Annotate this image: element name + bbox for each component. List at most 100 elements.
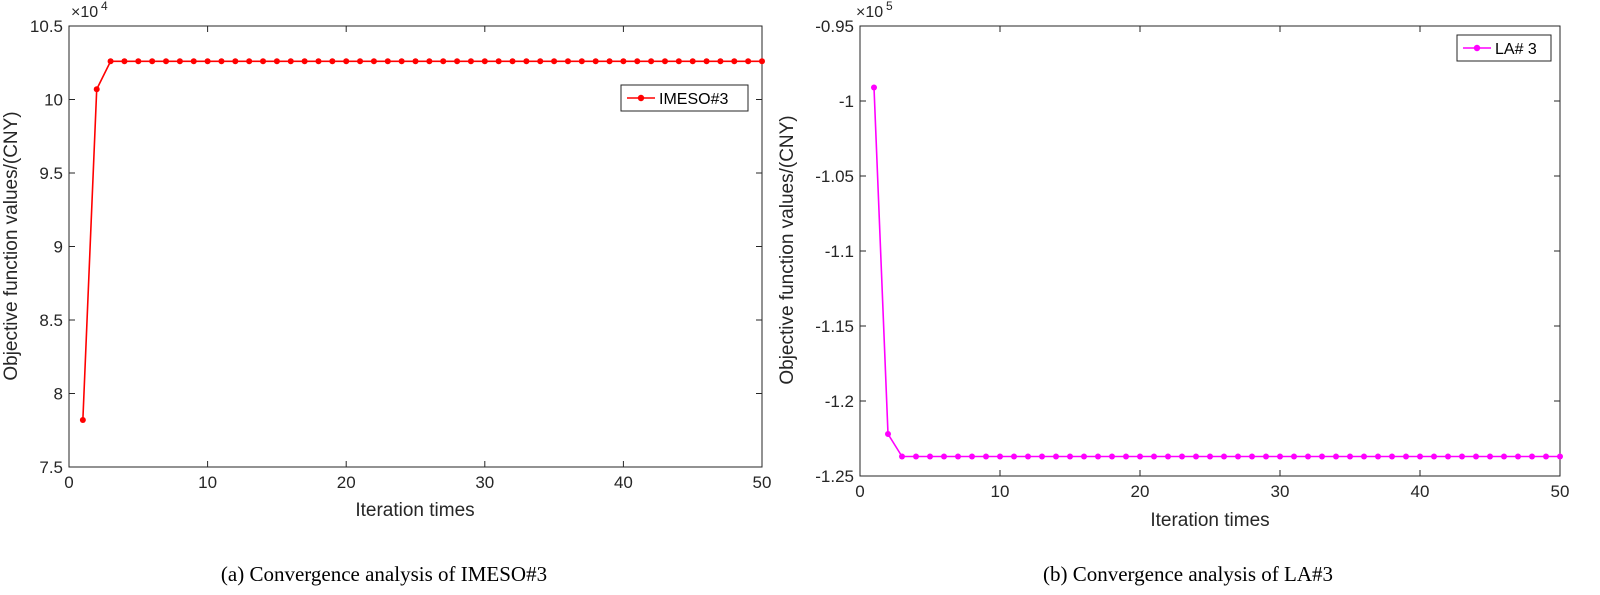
- data-point: [163, 58, 170, 65]
- series-layer: [871, 84, 1563, 460]
- x-axis-ticks: 0 10 20 30 40 50: [855, 26, 1569, 501]
- data-point: [204, 58, 211, 65]
- y-exponent-base: ×10: [856, 4, 883, 21]
- data-point: [661, 58, 668, 65]
- data-point: [481, 58, 488, 65]
- legend-marker: [1473, 44, 1481, 52]
- data-point: [1011, 453, 1017, 460]
- y-tick-label: -0.95: [815, 17, 854, 36]
- data-point: [1137, 453, 1143, 460]
- data-point: [899, 453, 905, 460]
- y-axis-ticks: 7.5 8 8.5 9 9.5 10 10.5: [30, 17, 762, 477]
- data-point: [1515, 453, 1521, 460]
- data-point: [717, 58, 724, 65]
- data-point: [703, 58, 710, 65]
- data-point: [121, 58, 128, 65]
- data-point: [1151, 453, 1157, 460]
- data-point: [1109, 453, 1115, 460]
- x-tick-label: 30: [1271, 482, 1290, 501]
- legend-label: LA# 3: [1495, 41, 1537, 58]
- data-point: [927, 453, 933, 460]
- x-tick-label: 40: [614, 473, 633, 492]
- data-point: [551, 58, 558, 65]
- y-tick-label: -1.1: [825, 242, 854, 261]
- x-tick-label: 40: [1411, 482, 1430, 501]
- data-point: [592, 58, 599, 65]
- y-tick-label: 8.5: [39, 311, 63, 330]
- data-point: [454, 58, 461, 65]
- data-point: [1025, 453, 1031, 460]
- data-point: [509, 58, 516, 65]
- data-point: [955, 453, 961, 460]
- legend: IMESO#3: [620, 84, 749, 112]
- data-point: [941, 453, 947, 460]
- legend-label: IMESO#3: [659, 91, 728, 108]
- data-point: [1263, 453, 1269, 460]
- data-point: [218, 58, 225, 65]
- data-point: [606, 58, 613, 65]
- data-point: [135, 58, 142, 65]
- data-point: [1543, 453, 1549, 460]
- data-point: [315, 58, 322, 65]
- data-point: [620, 58, 627, 65]
- data-point: [1067, 453, 1073, 460]
- data-point: [1305, 453, 1311, 460]
- data-point: [329, 58, 336, 65]
- y-tick-label: 10.5: [30, 17, 63, 36]
- data-point: [467, 58, 474, 65]
- caption: (b) Convergence analysis of LA#3: [1043, 562, 1333, 586]
- y-tick-label: -1: [839, 92, 854, 111]
- data-point: [578, 58, 585, 65]
- data-point: [745, 58, 752, 65]
- data-point: [1375, 453, 1381, 460]
- data-point: [232, 58, 239, 65]
- data-point: [176, 58, 183, 65]
- data-point: [1249, 453, 1255, 460]
- chart-imeso: 7.5 8 8.5 9 9.5 10 10.5 0 10 20 30 40 50 ×10 4 Iter…: [1, 0, 771, 586]
- y-exponent-base: ×10: [71, 4, 98, 21]
- data-point: [1333, 453, 1339, 460]
- data-point: [1053, 453, 1059, 460]
- data-point: [440, 58, 447, 65]
- x-tick-label: 30: [475, 473, 494, 492]
- data-point: [287, 58, 294, 65]
- y-tick-label: 7.5: [39, 458, 63, 477]
- data-point: [871, 84, 877, 91]
- data-point: [246, 58, 253, 65]
- data-point: [759, 58, 765, 65]
- y-tick-label: 9.5: [39, 164, 63, 183]
- y-tick-label: -1.2: [825, 392, 854, 411]
- x-tick-label: 10: [198, 473, 217, 492]
- data-point: [689, 58, 696, 65]
- data-point: [1389, 453, 1395, 460]
- data-point: [343, 58, 350, 65]
- data-point: [1445, 453, 1451, 460]
- x-tick-label: 50: [753, 473, 772, 492]
- data-point: [357, 58, 364, 65]
- data-point: [1487, 453, 1493, 460]
- data-point: [648, 58, 655, 65]
- data-point: [1277, 453, 1283, 460]
- y-exponent-power: 5: [886, 0, 893, 13]
- data-point: [1431, 453, 1437, 460]
- chart-la: -1.25 -1.2 -1.15 -1.1 -1.05 -1 -0.95 0 10 20 30 40…: [777, 0, 1569, 586]
- series-layer: [79, 58, 765, 423]
- data-point: [495, 58, 502, 65]
- plot-area: [859, 25, 1561, 477]
- data-point: [1193, 453, 1199, 460]
- x-axis-label: Iteration times: [1150, 510, 1269, 531]
- data-point: [384, 58, 391, 65]
- y-tick-label: 9: [54, 238, 63, 257]
- data-point: [273, 58, 280, 65]
- data-point: [885, 431, 891, 437]
- data-point: [1347, 453, 1353, 460]
- data-point: [675, 58, 682, 65]
- data-point: [1459, 453, 1465, 460]
- y-axis-label: Objective function values/(CNY): [777, 115, 798, 384]
- data-point: [983, 453, 989, 460]
- data-point: [93, 86, 100, 93]
- data-point: [1165, 453, 1171, 460]
- data-point: [1501, 453, 1507, 460]
- data-point: [398, 58, 405, 65]
